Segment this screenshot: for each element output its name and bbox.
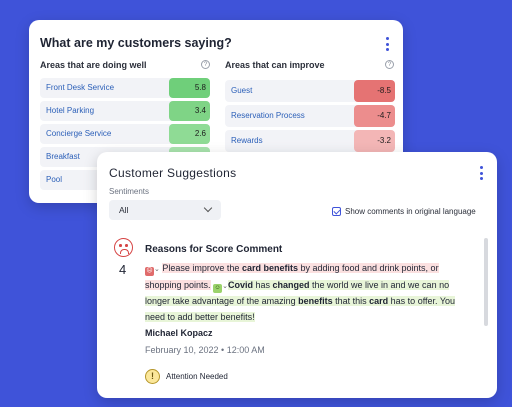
negative-sentiment-icon[interactable]: ☹ bbox=[145, 267, 154, 276]
score-value: -4.7 bbox=[354, 105, 395, 127]
area-label: Concierge Service bbox=[46, 129, 112, 138]
more-options-icon[interactable] bbox=[386, 37, 390, 51]
comment-body: ☹⌄ Please improve the card benefits by a… bbox=[145, 261, 475, 325]
list-item[interactable]: Reservation Process -4.7 bbox=[225, 105, 395, 127]
customer-suggestions-card: Customer Suggestions Sentiments All Show… bbox=[97, 152, 497, 398]
area-label: Guest bbox=[231, 86, 253, 95]
status-label: Attention Needed bbox=[166, 371, 228, 381]
comment-author: Michael Kopacz bbox=[145, 328, 213, 338]
can-improve-heading: Areas that can improve bbox=[225, 60, 325, 70]
show-original-checkbox[interactable] bbox=[332, 207, 341, 216]
insights-card: What are my customers saying? Areas that… bbox=[29, 20, 403, 203]
sentiments-selected: All bbox=[119, 205, 129, 215]
suggestions-title: Customer Suggestions bbox=[109, 166, 237, 180]
comment-score: 4 bbox=[119, 262, 127, 277]
chevron-down-icon bbox=[203, 203, 213, 213]
list-item[interactable]: Rewards -3.2 bbox=[225, 130, 395, 152]
area-label: Hotel Parking bbox=[46, 106, 95, 115]
chevron-down-icon[interactable]: ⌄ bbox=[222, 282, 228, 290]
can-improve-list: Guest -8.5 Reservation Process -4.7 Rewa… bbox=[225, 80, 395, 152]
sentiments-dropdown[interactable]: All bbox=[109, 200, 221, 220]
area-label: Reservation Process bbox=[231, 111, 305, 120]
score-value: -8.5 bbox=[354, 80, 395, 102]
insights-title: What are my customers saying? bbox=[40, 36, 232, 50]
comment-date: February 10, 2022 • 12:00 AM bbox=[145, 345, 265, 355]
area-label: Pool bbox=[46, 175, 63, 184]
list-item[interactable]: Front Desk Service 5.8 bbox=[40, 78, 210, 98]
info-icon: ! bbox=[145, 368, 160, 384]
help-icon[interactable]: ? bbox=[385, 60, 394, 69]
score-value: 2.6 bbox=[169, 124, 210, 144]
area-label: Front Desk Service bbox=[46, 83, 115, 92]
status-badge: ! Attention Needed bbox=[145, 367, 228, 385]
help-icon[interactable]: ? bbox=[201, 60, 210, 69]
list-item[interactable]: Guest -8.5 bbox=[225, 80, 395, 102]
more-options-icon[interactable] bbox=[480, 166, 484, 180]
score-value: 3.4 bbox=[169, 101, 210, 121]
show-original-label: Show comments in original language bbox=[345, 207, 476, 216]
scrollbar[interactable] bbox=[484, 238, 488, 326]
frown-face-icon bbox=[114, 238, 133, 257]
score-value: -3.2 bbox=[354, 130, 395, 152]
sentiments-label: Sentiments bbox=[109, 187, 150, 196]
score-value: 5.8 bbox=[169, 78, 210, 98]
positive-sentiment-icon[interactable]: ☺ bbox=[213, 283, 223, 293]
area-label: Breakfast bbox=[46, 152, 80, 161]
area-label: Rewards bbox=[231, 136, 263, 145]
list-item[interactable]: Hotel Parking 3.4 bbox=[40, 101, 210, 121]
comment-title: Reasons for Score Comment bbox=[145, 244, 283, 255]
list-item[interactable]: Concierge Service 2.6 bbox=[40, 124, 210, 144]
doing-well-heading: Areas that are doing well bbox=[40, 60, 147, 70]
chevron-down-icon[interactable]: ⌄ bbox=[154, 266, 160, 273]
